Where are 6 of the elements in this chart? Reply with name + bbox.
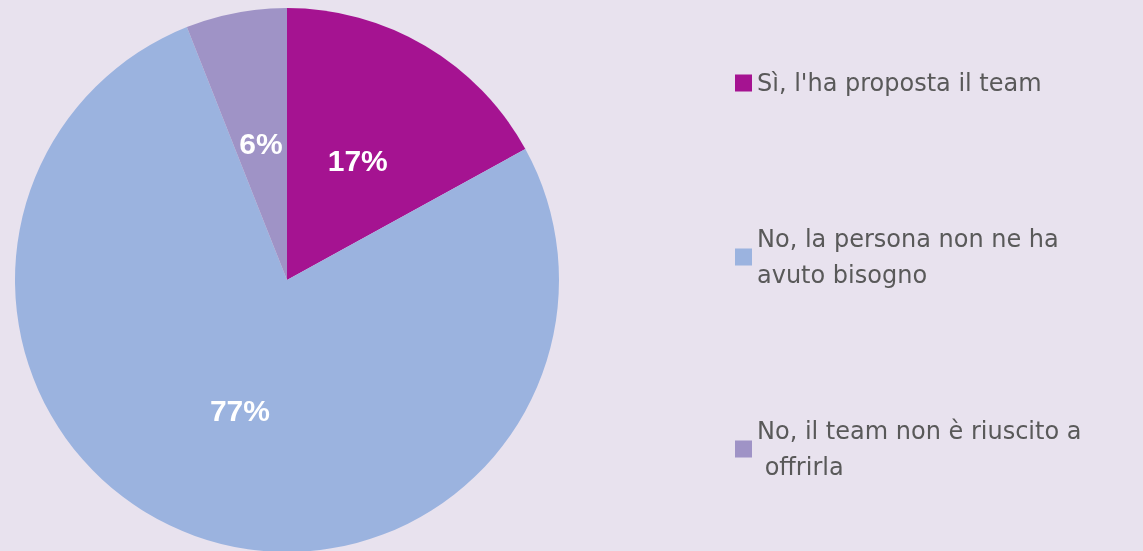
- data-label: 77%: [209, 394, 270, 428]
- data-label: 6%: [239, 126, 283, 160]
- legend-label: No, la persona non ne ha avuto bisogno: [757, 225, 1067, 289]
- legend-label: No, il team non è riuscito a offrirla: [757, 417, 1082, 481]
- legend-label: Sì, l'ha proposta il team: [757, 69, 1042, 97]
- data-label: 17%: [327, 143, 388, 177]
